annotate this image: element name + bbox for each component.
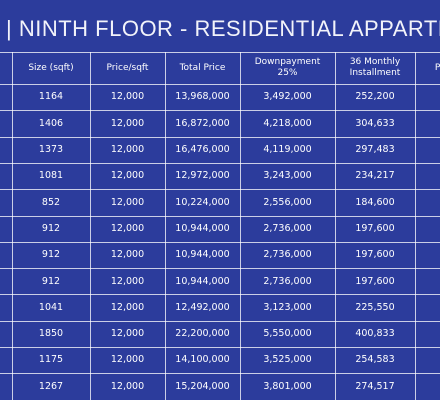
table-cell: 197,600	[355, 222, 395, 234]
table-cell: 1267	[38, 380, 64, 392]
table-cell: 1850	[38, 328, 64, 340]
table-cell: 852	[41, 196, 61, 208]
row-border	[0, 215, 440, 217]
table-cell: 12,492,000	[175, 301, 230, 313]
table-cell: 5,550,000	[263, 328, 312, 340]
table-cell: 1	[415, 373, 440, 399]
table-cell: 10,944,000	[175, 249, 230, 261]
table-cell: 1	[415, 268, 440, 294]
table-cell: 16,476,000	[175, 144, 230, 156]
column-header: Price/sqft	[106, 62, 149, 73]
table-cell: 2,736,000	[263, 222, 312, 234]
table-cell: 197,600	[355, 249, 395, 261]
table-cell: 3,123,000	[263, 301, 312, 313]
table-cell: 12,000	[110, 249, 145, 261]
table-cell: 12,000	[110, 196, 145, 208]
table-cell: 1	[415, 347, 440, 373]
table-cell: 12,000	[110, 275, 145, 287]
table-cell: 1	[415, 137, 440, 163]
column-border	[90, 52, 91, 400]
row-border	[0, 268, 440, 270]
title: | NINTH FLOOR - RESIDENTIAL APPARTMEN	[6, 16, 440, 41]
table-cell: 13,968,000	[175, 91, 230, 103]
row-border	[0, 294, 440, 296]
table-cell: 4,119,000	[263, 144, 312, 156]
column-border	[240, 52, 241, 400]
column-header: 36 Monthly Installment	[349, 57, 401, 78]
table-cell: 1	[415, 294, 440, 320]
table-cell: 2,736,000	[263, 275, 312, 287]
row-border	[0, 320, 440, 322]
column-header: Pos	[434, 62, 440, 73]
table-cell: 12,000	[110, 301, 145, 313]
column-header: Downpayment 25%	[254, 57, 321, 78]
row-border	[0, 373, 440, 375]
table-cell: 197,600	[355, 275, 395, 287]
row-border	[0, 136, 440, 138]
table-cell: 12,000	[110, 380, 145, 392]
table-cell: 912	[41, 249, 61, 261]
row-border	[0, 84, 440, 85]
row-border	[0, 241, 440, 243]
table-cell: 1	[415, 242, 440, 268]
table-cell: 1373	[38, 144, 64, 156]
table-cell: 12,000	[110, 222, 145, 234]
table-cell: 1	[415, 163, 440, 189]
table-cell: 22,200,000	[175, 328, 230, 340]
column-header: Total Price	[179, 62, 226, 73]
table-cell: 1	[415, 216, 440, 242]
table-cell: 12,000	[110, 354, 145, 366]
table-cell: 297,483	[355, 144, 395, 156]
table-cell: 304,633	[355, 117, 395, 129]
row-border	[0, 189, 440, 191]
table-cell: 3,801,000	[263, 380, 312, 392]
table-cell: 12,000	[110, 170, 145, 182]
table-cell: 15,204,000	[175, 380, 230, 392]
table-cell: 1081	[38, 170, 64, 182]
table-cell: 3,492,000	[263, 91, 312, 103]
table-cell: 912	[41, 222, 61, 234]
table-cell: 1	[415, 84, 440, 110]
table-cell: 1	[415, 110, 440, 136]
table-cell: 912	[41, 275, 61, 287]
table-cell: 1406	[38, 117, 64, 129]
table-cell: 12,000	[110, 144, 145, 156]
table-cell: 254,583	[355, 354, 395, 366]
table-cell: 252,200	[355, 91, 395, 103]
table-cell: 12,972,000	[175, 170, 230, 182]
column-border	[415, 52, 416, 400]
table-cell: 3,243,000	[263, 170, 312, 182]
row-border	[0, 110, 440, 112]
table-cell: 234,217	[355, 170, 395, 182]
row-border	[0, 52, 440, 53]
column-header: Size (sqft)	[28, 62, 74, 73]
row-border	[0, 347, 440, 348]
column-border	[12, 52, 13, 400]
table-cell: 3,525,000	[263, 354, 312, 366]
table-cell: 2	[415, 321, 440, 347]
table-cell: 14,100,000	[175, 354, 230, 366]
table-cell: 10,944,000	[175, 222, 230, 234]
table-cell: 12,000	[110, 328, 145, 340]
table-cell: 1175	[38, 354, 64, 366]
table-cell: 2,736,000	[263, 249, 312, 261]
table-cell: 2,556,000	[263, 196, 312, 208]
table-cell: 274,517	[355, 380, 395, 392]
table-cell: 1164	[38, 91, 64, 103]
table-cell: 16,872,000	[175, 117, 230, 129]
column-border	[335, 52, 336, 400]
table-cell: 400,833	[355, 328, 395, 340]
table-cell: 1	[415, 189, 440, 215]
table-cell: 12,000	[110, 91, 145, 103]
table-cell: 184,600	[355, 196, 395, 208]
table-cell: 1041	[38, 301, 64, 313]
column-border	[165, 52, 166, 400]
table-cell: 225,550	[355, 301, 395, 313]
table-cell: 10,944,000	[175, 275, 230, 287]
row-border	[0, 162, 440, 164]
table-cell: 10,224,000	[175, 196, 230, 208]
table-cell: 12,000	[110, 117, 145, 129]
table-cell: 4,218,000	[263, 117, 312, 129]
